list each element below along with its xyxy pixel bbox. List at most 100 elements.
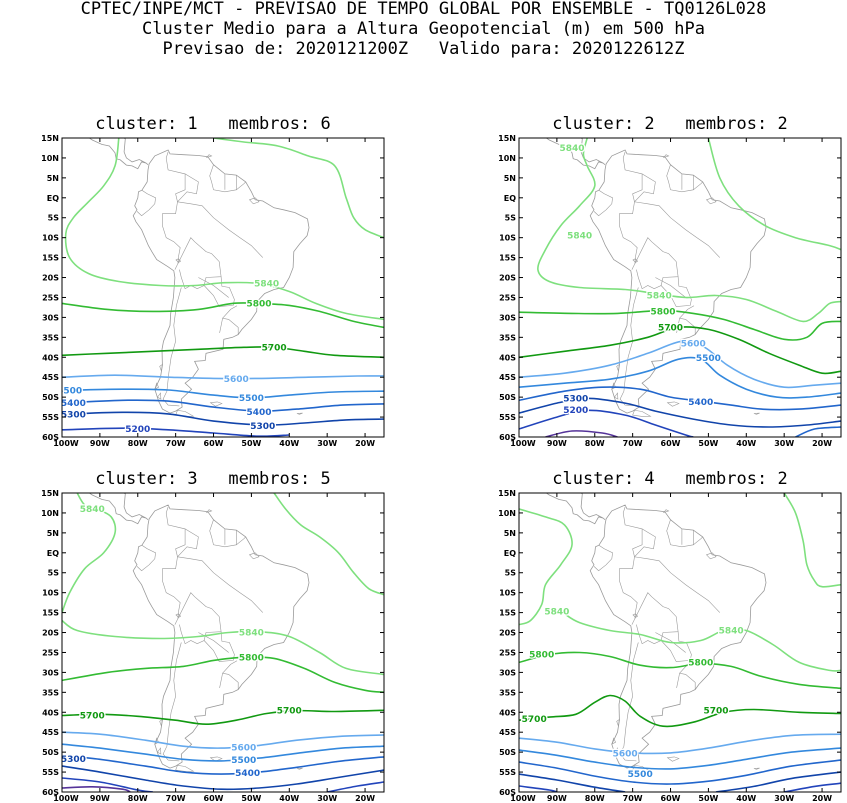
contour-label-5300: 5300 (61, 410, 86, 420)
contour-label-5840: 5840 (239, 629, 264, 639)
contour-label-5840: 5840 (719, 627, 744, 637)
contour-label-5840: 5840 (80, 505, 105, 515)
lon-label: 80W (128, 794, 148, 803)
lon-label: 20W (812, 439, 832, 448)
contour-label-5800: 5800 (246, 299, 271, 309)
contour-label-5300: 5300 (563, 394, 588, 404)
island-outline (753, 767, 760, 770)
lat-label: 50S (499, 393, 516, 402)
contour-5300 (715, 771, 841, 792)
country-border (634, 237, 679, 290)
contour-label-5840: 5840 (544, 607, 569, 617)
contour-label-5840: 5840 (559, 144, 584, 154)
country-border (162, 506, 186, 625)
map-panel-3: 5840 5840 5800 5700 5700 5600 5500 5400 5300 15N 1… (41, 489, 385, 803)
contour-label-5600: 5600 (613, 749, 638, 759)
lon-label: 60W (661, 439, 681, 448)
country-border (634, 556, 721, 613)
map-panel-2-content: 5840 5840 5840 5800 5700 5600 5500 5400 5300 5200 (519, 138, 841, 437)
lon-label: 70W (166, 439, 186, 448)
country-border (203, 631, 235, 662)
lon-label: 90W (90, 794, 110, 803)
lat-label: 5N (504, 529, 516, 538)
lat-label: 10S (499, 234, 516, 243)
island-outline (159, 363, 163, 372)
central-america-coastline (88, 138, 149, 170)
island-outline (705, 552, 717, 560)
contour-5300 (519, 397, 841, 428)
island-outline (248, 552, 260, 560)
contour-label-5600: 5600 (681, 339, 706, 349)
lat-label: EQ (47, 194, 59, 203)
header-title-line3: Previsao de: 2020121200Z Valido para: 20… (162, 39, 685, 59)
contour-label-5700: 5700 (522, 715, 547, 725)
contour-label-5840: 5840 (567, 232, 592, 242)
country-border (619, 506, 643, 625)
contour-5400 (519, 386, 841, 411)
lon-label: 30W (317, 439, 337, 448)
contour-5600 (519, 340, 841, 389)
lat-label: 5S (48, 569, 60, 578)
island-outline (662, 154, 670, 159)
lon-label: 30W (774, 794, 794, 803)
contour-5800 (62, 302, 384, 329)
contour-5840 (783, 493, 841, 588)
island-outline (296, 412, 303, 415)
contour-label-5700: 5700 (277, 706, 302, 716)
island-outline (175, 764, 195, 773)
island-outline (611, 382, 616, 390)
contour-5500 (519, 747, 841, 770)
lon-label: 90W (547, 439, 567, 448)
lon-label: 90W (547, 794, 567, 803)
lat-label: 45S (42, 373, 59, 382)
lat-label: 35S (42, 333, 59, 342)
contour-5600 (62, 374, 384, 380)
contour-5840 (273, 493, 384, 596)
contour-label-5300: 5300 (250, 422, 275, 432)
lat-label: 20S (499, 629, 516, 638)
lon-label: 100W (53, 439, 79, 448)
lon-label: 20W (355, 794, 375, 803)
island-outline (209, 401, 223, 407)
contour-label-5500: 5500 (696, 354, 721, 364)
country-border (634, 592, 679, 645)
contour-5500 (62, 388, 384, 399)
lat-label: EQ (47, 549, 59, 558)
island-outline (347, 138, 353, 139)
island-outline (705, 197, 717, 205)
lon-label: 80W (128, 439, 148, 448)
lon-label: 100W (53, 794, 79, 803)
island-outline (804, 138, 810, 139)
contour-5500 (519, 356, 841, 399)
country-border (209, 519, 246, 548)
island-outline (175, 613, 182, 618)
lat-label: 15N (41, 134, 59, 143)
lat-label: 20S (499, 274, 516, 283)
header-title-line2: Cluster Medio para a Altura Geopotencial… (142, 19, 705, 39)
lat-label: 15N (498, 489, 516, 498)
contour-5300 (62, 765, 384, 791)
map-frame (518, 492, 842, 793)
lat-label: 55S (42, 768, 59, 777)
map-frame (61, 137, 385, 438)
country-border (222, 305, 238, 319)
island-outline (666, 756, 680, 762)
contour-5200 (62, 427, 290, 437)
lon-label: 90W (90, 439, 110, 448)
contour-5700 (519, 326, 841, 375)
lon-label: 70W (623, 794, 643, 803)
lat-label: 50S (499, 748, 516, 757)
contour-5600 (519, 733, 841, 755)
lon-label: 20W (355, 439, 375, 448)
lat-label: 15S (42, 254, 59, 263)
lat-label: 55S (499, 768, 516, 777)
map-frame (61, 492, 385, 793)
lat-label: 15S (42, 609, 59, 618)
lat-label: 10N (41, 509, 59, 518)
island-outline (662, 509, 670, 514)
lat-label: 25S (42, 293, 59, 302)
contour-5600 (62, 731, 384, 749)
country-border (660, 631, 692, 662)
lat-label: 30S (42, 313, 59, 322)
lon-label: 60W (204, 439, 224, 448)
